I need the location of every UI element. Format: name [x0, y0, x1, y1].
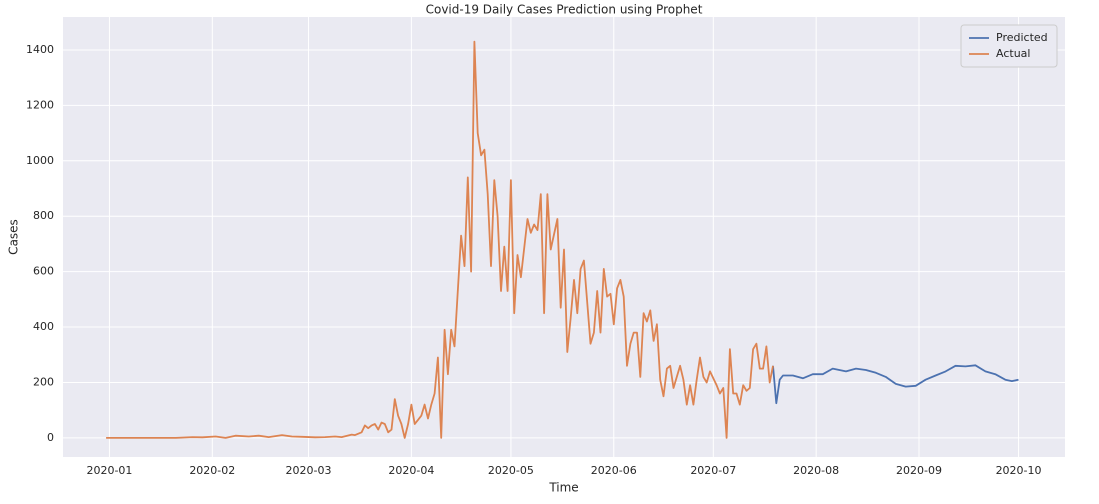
legend-label: Predicted [996, 31, 1048, 44]
y-tick-label: 1400 [26, 43, 54, 56]
x-tick-label: 2020-05 [488, 464, 534, 477]
x-tick-label: 2020-01 [86, 464, 132, 477]
x-tick-label: 2020-10 [996, 464, 1042, 477]
x-tick-label: 2020-09 [896, 464, 942, 477]
y-axis-label: Cases [7, 219, 21, 255]
legend-box [960, 24, 1058, 68]
x-tick-label: 2020-08 [793, 464, 839, 477]
legend-label: Actual [996, 47, 1030, 60]
y-tick-label: 1200 [26, 98, 54, 111]
y-tick-label: 0 [47, 431, 54, 444]
x-tick-label: 2020-07 [690, 464, 736, 477]
y-tick-label: 1000 [26, 154, 54, 167]
x-tick-label: 2020-06 [591, 464, 637, 477]
y-tick-label: 400 [33, 320, 54, 333]
series-line [106, 40, 774, 439]
y-tick-label: 200 [33, 375, 54, 388]
y-tick-label: 600 [33, 265, 54, 278]
x-tick-label: 2020-02 [189, 464, 235, 477]
y-tick-label: 800 [33, 209, 54, 222]
x-tick-label: 2020-03 [286, 464, 332, 477]
chart-title: Covid-19 Daily Cases Prediction using Pr… [426, 3, 703, 17]
x-tick-label: 2020-04 [388, 464, 434, 477]
x-axis-label: Time [548, 481, 578, 495]
legend: Predicted Actual [960, 24, 1058, 68]
series-line [772, 364, 1019, 405]
plot-area [63, 17, 1065, 457]
